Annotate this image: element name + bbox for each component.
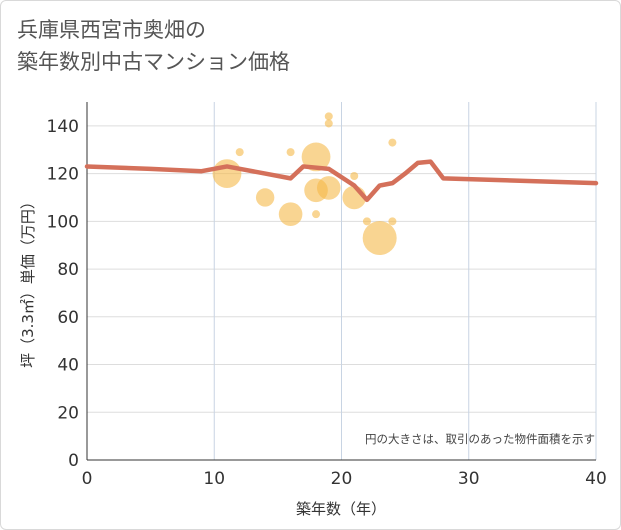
x-axis-label: 築年数（年） (296, 500, 386, 518)
y-tick-label: 20 (57, 403, 79, 423)
x-tick-label: 30 (458, 469, 480, 489)
bubble-point (350, 171, 359, 180)
bubble-size-note: 円の大きさは、取引のあった物件面積を示す (365, 432, 595, 446)
bubble-point (301, 142, 331, 172)
trend-line (84, 159, 599, 203)
bubble-point (362, 221, 397, 256)
bubble-point (388, 217, 397, 226)
y-tick-label: 140 (47, 117, 79, 137)
bubble-point (278, 202, 303, 226)
bubble-point (286, 148, 295, 157)
bubble-point (255, 188, 275, 207)
bubble-point (324, 112, 333, 121)
bubble-point (235, 148, 244, 157)
y-tick-label: 100 (47, 212, 79, 232)
y-tick-label: 40 (57, 356, 79, 376)
y-axis-ticks: 0 20 40 60 80 100 120 140 (47, 117, 79, 471)
x-axis-ticks: 0 10 20 30 40 (82, 469, 607, 489)
x-tick-label: 10 (203, 469, 225, 489)
y-tick-label: 80 (57, 260, 79, 280)
chart-title: 兵庫県西宮市奥畑の 築年数別中古マンション価格 (17, 14, 290, 78)
bubble-point (324, 119, 333, 128)
grid-lines (86, 102, 597, 461)
chart-title-line-1: 兵庫県西宮市奥畑の (17, 18, 206, 42)
bubble-point (362, 217, 371, 226)
y-tick-label: 120 (47, 165, 79, 185)
y-axis-label: 坪（3.3㎡）単価（万円） (19, 194, 37, 368)
bubble-point (316, 176, 341, 200)
bubble-point (388, 138, 397, 147)
bubble-point (212, 159, 242, 189)
x-tick-label: 20 (331, 469, 353, 489)
trend-series (84, 159, 599, 203)
bubble-point (312, 210, 321, 219)
y-tick-label: 0 (68, 451, 79, 471)
x-tick-label: 0 (82, 469, 93, 489)
x-tick-label: 40 (585, 469, 607, 489)
y-tick-label: 60 (57, 308, 79, 328)
chart-title-line-2: 築年数別中古マンション価格 (17, 50, 290, 74)
